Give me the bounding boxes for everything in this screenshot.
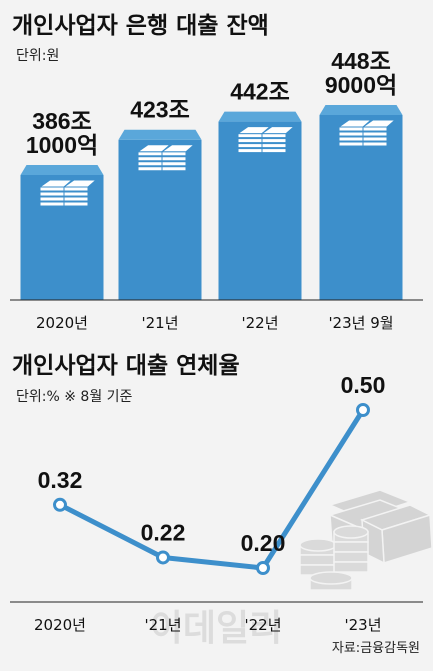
line-point	[256, 561, 270, 575]
source-label: 자료:금융감독원	[332, 641, 420, 656]
line-x-tick: '21년	[144, 616, 181, 634]
bar-cap	[319, 105, 403, 115]
line-x-tick: '23년	[344, 616, 381, 634]
money-illustration-icon	[299, 489, 433, 591]
bar-value-label: 386조	[32, 108, 92, 134]
bar-value-label: 9000억	[325, 72, 397, 98]
money-bundle-icon	[38, 179, 98, 207]
bar-1: 423조	[118, 97, 202, 300]
bar-cap	[118, 129, 202, 140]
delinquency-line: 0.32 0.22 0.20 0.50	[38, 372, 386, 575]
bar-2: 442조	[218, 79, 302, 301]
bar-cap	[218, 111, 302, 122]
bar-value-label: 448조	[331, 48, 391, 74]
balance-unit-label: 단위:원	[16, 48, 59, 64]
money-bundle-icon	[337, 119, 397, 147]
line-x-tick: 2020년	[34, 616, 86, 634]
money-bundle-icon	[136, 144, 196, 172]
money-bundle-icon	[236, 126, 296, 154]
delinquency-unit-label: 단위:% ※ 8월 기준	[16, 389, 133, 405]
line-point	[156, 550, 170, 565]
watermark: 이데일리	[150, 608, 282, 649]
line-point	[53, 497, 67, 512]
bar-x-tick: '21년	[141, 314, 178, 332]
line-value-label: 0.20	[241, 530, 286, 556]
delinquency-chart-title: 개인사업자 대출 연체율	[12, 353, 240, 379]
delinquency-series-line	[58, 408, 366, 571]
bar-cap	[20, 165, 104, 175]
balance-x-ticks: 2020년 '21년 '22년 '23년 9월	[36, 314, 394, 332]
bar-x-tick: '23년 9월	[328, 314, 393, 332]
bar-value-label: 1000억	[26, 132, 98, 158]
line-value-label: 0.32	[38, 467, 83, 493]
line-x-tick: '22년	[244, 616, 281, 634]
bar-x-tick: 2020년	[36, 314, 88, 332]
line-value-label: 0.50	[341, 372, 386, 398]
line-value-label: 0.22	[141, 519, 186, 545]
balance-chart-title: 개인사업자 은행 대출 잔액	[12, 13, 269, 39]
delinquency-x-ticks: 2020년 '21년 '22년 '23년	[34, 616, 382, 634]
line-point	[356, 403, 370, 417]
bar-value-label: 442조	[230, 79, 290, 105]
bar-x-tick: '22년	[241, 314, 278, 332]
bar-value-label: 423조	[130, 97, 190, 123]
